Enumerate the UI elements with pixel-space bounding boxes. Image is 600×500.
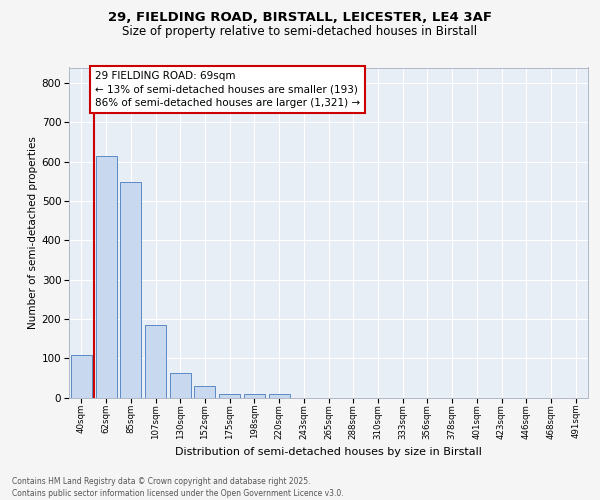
Bar	[71, 355, 92, 398]
Bar	[95, 156, 116, 398]
Bar	[269, 394, 290, 398]
Text: Contains HM Land Registry data © Crown copyright and database right 2025.: Contains HM Land Registry data © Crown c…	[12, 477, 311, 486]
Bar	[244, 394, 265, 398]
Text: Contains public sector information licensed under the Open Government Licence v3: Contains public sector information licen…	[12, 488, 344, 498]
Text: Size of property relative to semi-detached houses in Birstall: Size of property relative to semi-detach…	[122, 25, 478, 38]
Bar	[145, 325, 166, 398]
Bar	[219, 394, 240, 398]
Bar	[170, 373, 191, 398]
X-axis label: Distribution of semi-detached houses by size in Birstall: Distribution of semi-detached houses by …	[175, 447, 482, 457]
Text: 29 FIELDING ROAD: 69sqm
← 13% of semi-detached houses are smaller (193)
86% of s: 29 FIELDING ROAD: 69sqm ← 13% of semi-de…	[95, 72, 360, 108]
Bar	[120, 182, 141, 398]
Bar	[194, 386, 215, 398]
Y-axis label: Number of semi-detached properties: Number of semi-detached properties	[28, 136, 38, 329]
Text: 29, FIELDING ROAD, BIRSTALL, LEICESTER, LE4 3AF: 29, FIELDING ROAD, BIRSTALL, LEICESTER, …	[108, 11, 492, 24]
